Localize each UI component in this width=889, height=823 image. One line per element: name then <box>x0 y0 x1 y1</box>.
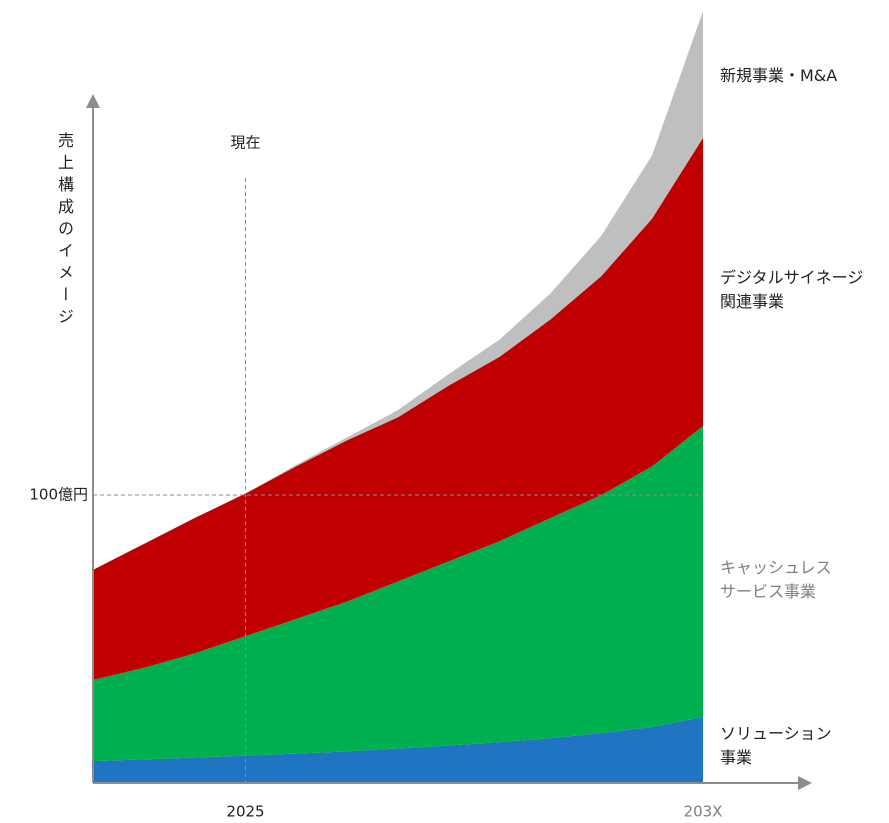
x-tick-label: 203X <box>684 803 723 821</box>
legend-label: 新規事業・M&A <box>720 66 838 85</box>
y-axis-arrow <box>86 94 100 108</box>
annotation: 現在 <box>230 134 260 152</box>
legend-label: キャッシュレス サービス事業 <box>720 558 832 601</box>
y-tick-label: 100億円 <box>29 486 88 504</box>
y-axis-label: 売上構成のイメージ <box>55 132 74 330</box>
x-tick-label: 2025 <box>226 803 264 821</box>
x-axis-arrow <box>798 776 812 790</box>
area <box>93 11 703 570</box>
legend-label: デジタルサイネージ 関連事業 <box>720 268 864 311</box>
areas <box>93 11 703 783</box>
legend-label: ソリューション 事業 <box>720 724 832 767</box>
